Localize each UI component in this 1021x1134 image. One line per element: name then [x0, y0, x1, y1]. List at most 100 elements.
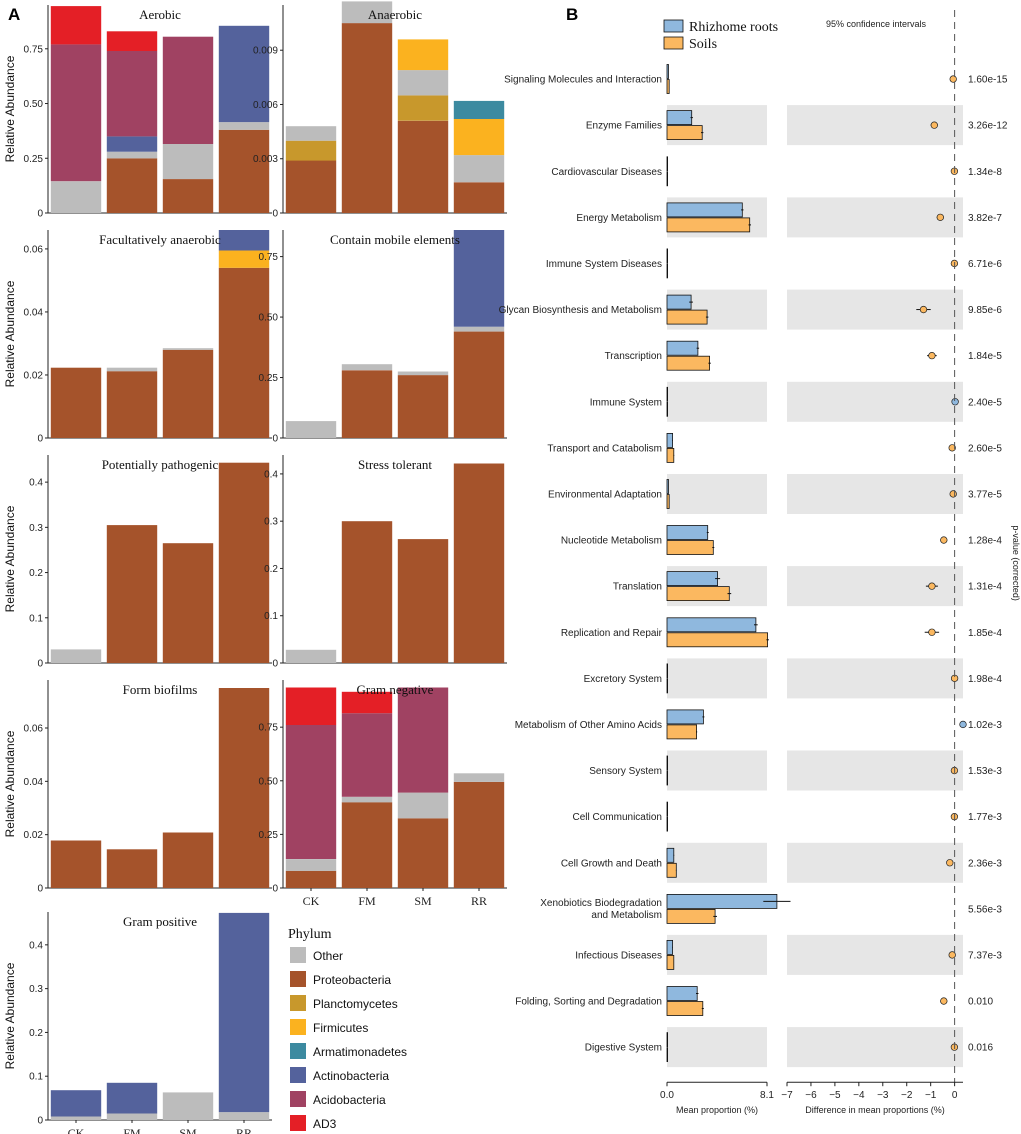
subplot-potentially-pathogenic: 0 0.1 0.2 0.3 0.4 Potentially pathogenic Relat… — [3, 455, 272, 670]
row-label: Cell Communication — [573, 812, 662, 823]
bar-fm-proteobacteria — [341, 370, 393, 438]
p-value-label: 1.02e-3 — [968, 720, 1002, 731]
difference-point — [948, 444, 956, 452]
p-value-label: 3.82e-7 — [968, 213, 1002, 224]
y-tick-label: 0 — [272, 434, 278, 445]
bar-fm-proteobacteria — [106, 371, 158, 438]
bar-soils — [666, 862, 677, 878]
y-tick-label: 0.04 — [24, 777, 44, 788]
legend-label: Armatimonadetes — [313, 1045, 407, 1059]
bar-rr-proteobacteria — [218, 462, 270, 663]
bar-sm-proteobacteria — [162, 543, 214, 663]
bar-rr-armatimonadetes — [453, 100, 505, 119]
row-band-left — [667, 1027, 767, 1068]
row-label: Folding, Sorting and Degradation — [515, 997, 662, 1008]
bar-soils — [666, 678, 669, 694]
bar-soils — [666, 816, 669, 832]
row-label: Glycan Biosynthesis and Metabolism — [499, 305, 662, 316]
left-x-axis-label: Mean proportion (%) — [676, 1105, 758, 1115]
bar-ck-proteobacteria — [285, 160, 337, 213]
bar-rhizhome-roots — [666, 202, 743, 218]
subplot-form-biofilms: 0 0.02 0.04 0.06 Form biofilms Relative Abund… — [3, 680, 272, 895]
bar-soils — [666, 1047, 669, 1062]
bar-sm-other — [162, 1092, 214, 1120]
series-legend-rhizhome-roots: Rhizhome roots — [663, 19, 778, 35]
bar-soils — [666, 632, 768, 648]
legend-swatch — [290, 1091, 306, 1107]
bar-sm-acidobacteria — [397, 687, 449, 793]
series-swatch — [663, 19, 684, 33]
bar-sm-acidobacteria — [162, 36, 214, 145]
y-tick-label: 0 — [37, 434, 43, 445]
bar-ck-ad3 — [285, 687, 337, 725]
p-value-label: 1.53e-3 — [968, 766, 1002, 777]
row-label: Translation — [613, 582, 662, 593]
row-nucleotide-metabolism: Nucleotide Metabolism 1.28e-4 — [561, 525, 1002, 555]
bar-rhizhome-roots — [666, 294, 692, 310]
difference-point — [948, 951, 956, 959]
right-x-axis-label: Difference in mean proportions (%) — [805, 1105, 944, 1115]
bar-rhizhome-roots — [666, 755, 669, 771]
bar-rhizhome-roots — [666, 940, 673, 955]
subplot-title: Aerobic — [139, 7, 181, 22]
row-band-right — [787, 289, 963, 330]
bar-fm-proteobacteria — [106, 525, 158, 663]
legend-title: Phylum — [288, 927, 332, 942]
bar-sm-proteobacteria — [162, 832, 214, 888]
y-tick-label: 0.1 — [29, 1072, 43, 1083]
row-label: Environmental Adaptation — [548, 490, 662, 501]
bar-sm-proteobacteria — [162, 179, 214, 213]
row-band-right — [787, 934, 963, 975]
bar-ck-other — [50, 649, 102, 663]
row-label: Nucleotide Metabolism — [561, 536, 662, 547]
bar-rr-other — [218, 122, 270, 130]
bar-rr-other — [453, 155, 505, 183]
row-band-right — [787, 381, 963, 422]
y-tick-label: 0.2 — [29, 568, 43, 579]
x-tick-label: RR — [471, 894, 487, 908]
bar-fm-proteobacteria — [106, 158, 158, 213]
difference-point — [919, 305, 928, 314]
panel-b-label: B — [566, 5, 578, 24]
phylum-legend: Phylum Other Proteobacteria Planctomycetes F… — [288, 927, 407, 1131]
series-label: Soils — [689, 37, 717, 52]
bar-rhizhome-roots — [666, 432, 673, 448]
bar-rr-actinobacteria — [218, 912, 270, 1113]
row-label: Energy Metabolism — [576, 213, 662, 224]
y-axis-label: Relative Abundance — [3, 730, 17, 837]
y-tick-label: 0.1 — [29, 613, 43, 624]
row-band-right — [787, 842, 963, 883]
row-label: Signaling Molecules and Interaction — [504, 75, 662, 86]
y-tick-label: 0.009 — [253, 46, 278, 57]
p-value-label: 3.77e-5 — [968, 490, 1002, 501]
bar-fm-other — [341, 796, 393, 803]
y-tick-label: 0 — [37, 209, 43, 220]
subplot-aerobic: 0 0.25 0.50 0.75 Aerobic Relative Abundance — [3, 5, 272, 220]
p-value-axis-label: p-value (corrected) — [1011, 525, 1021, 601]
bar-ck-planctomycetes — [285, 140, 337, 161]
subplot-title: Potentially pathogenic — [102, 457, 219, 472]
bar-rr-proteobacteria — [218, 267, 270, 438]
row-label: Xenobiotics Biodegradation and Metabolism — [540, 898, 662, 921]
row-label: Metabolism of Other Amino Acids — [515, 720, 662, 731]
bar-rr-proteobacteria — [453, 781, 505, 888]
row-band-right — [787, 1027, 963, 1068]
y-tick-label: 0.02 — [24, 830, 44, 841]
y-axis-label: Relative Abundance — [3, 55, 17, 162]
bar-fm-proteobacteria — [341, 23, 393, 213]
y-tick-label: 0.3 — [29, 523, 43, 534]
legend-label: AD3 — [313, 1117, 337, 1131]
legend-swatch — [290, 947, 306, 963]
row-digestive-system: Digestive System 0.016 — [585, 1027, 993, 1068]
bar-fm-actinobacteria — [106, 1082, 158, 1114]
bar-rr-firmicutes — [218, 250, 270, 268]
bar-soils — [666, 447, 675, 463]
right-x-tick-label: −5 — [829, 1090, 841, 1101]
row-transcription: Transcription 1.84e-5 — [605, 340, 1002, 371]
bar-ck-proteobacteria — [285, 870, 337, 888]
bar-fm-ad3 — [106, 31, 158, 51]
bar-rr-actinobacteria — [453, 230, 505, 327]
y-tick-label: 0 — [272, 659, 278, 670]
x-tick-label: SM — [179, 1126, 197, 1134]
y-tick-label: 0.50 — [24, 99, 44, 110]
